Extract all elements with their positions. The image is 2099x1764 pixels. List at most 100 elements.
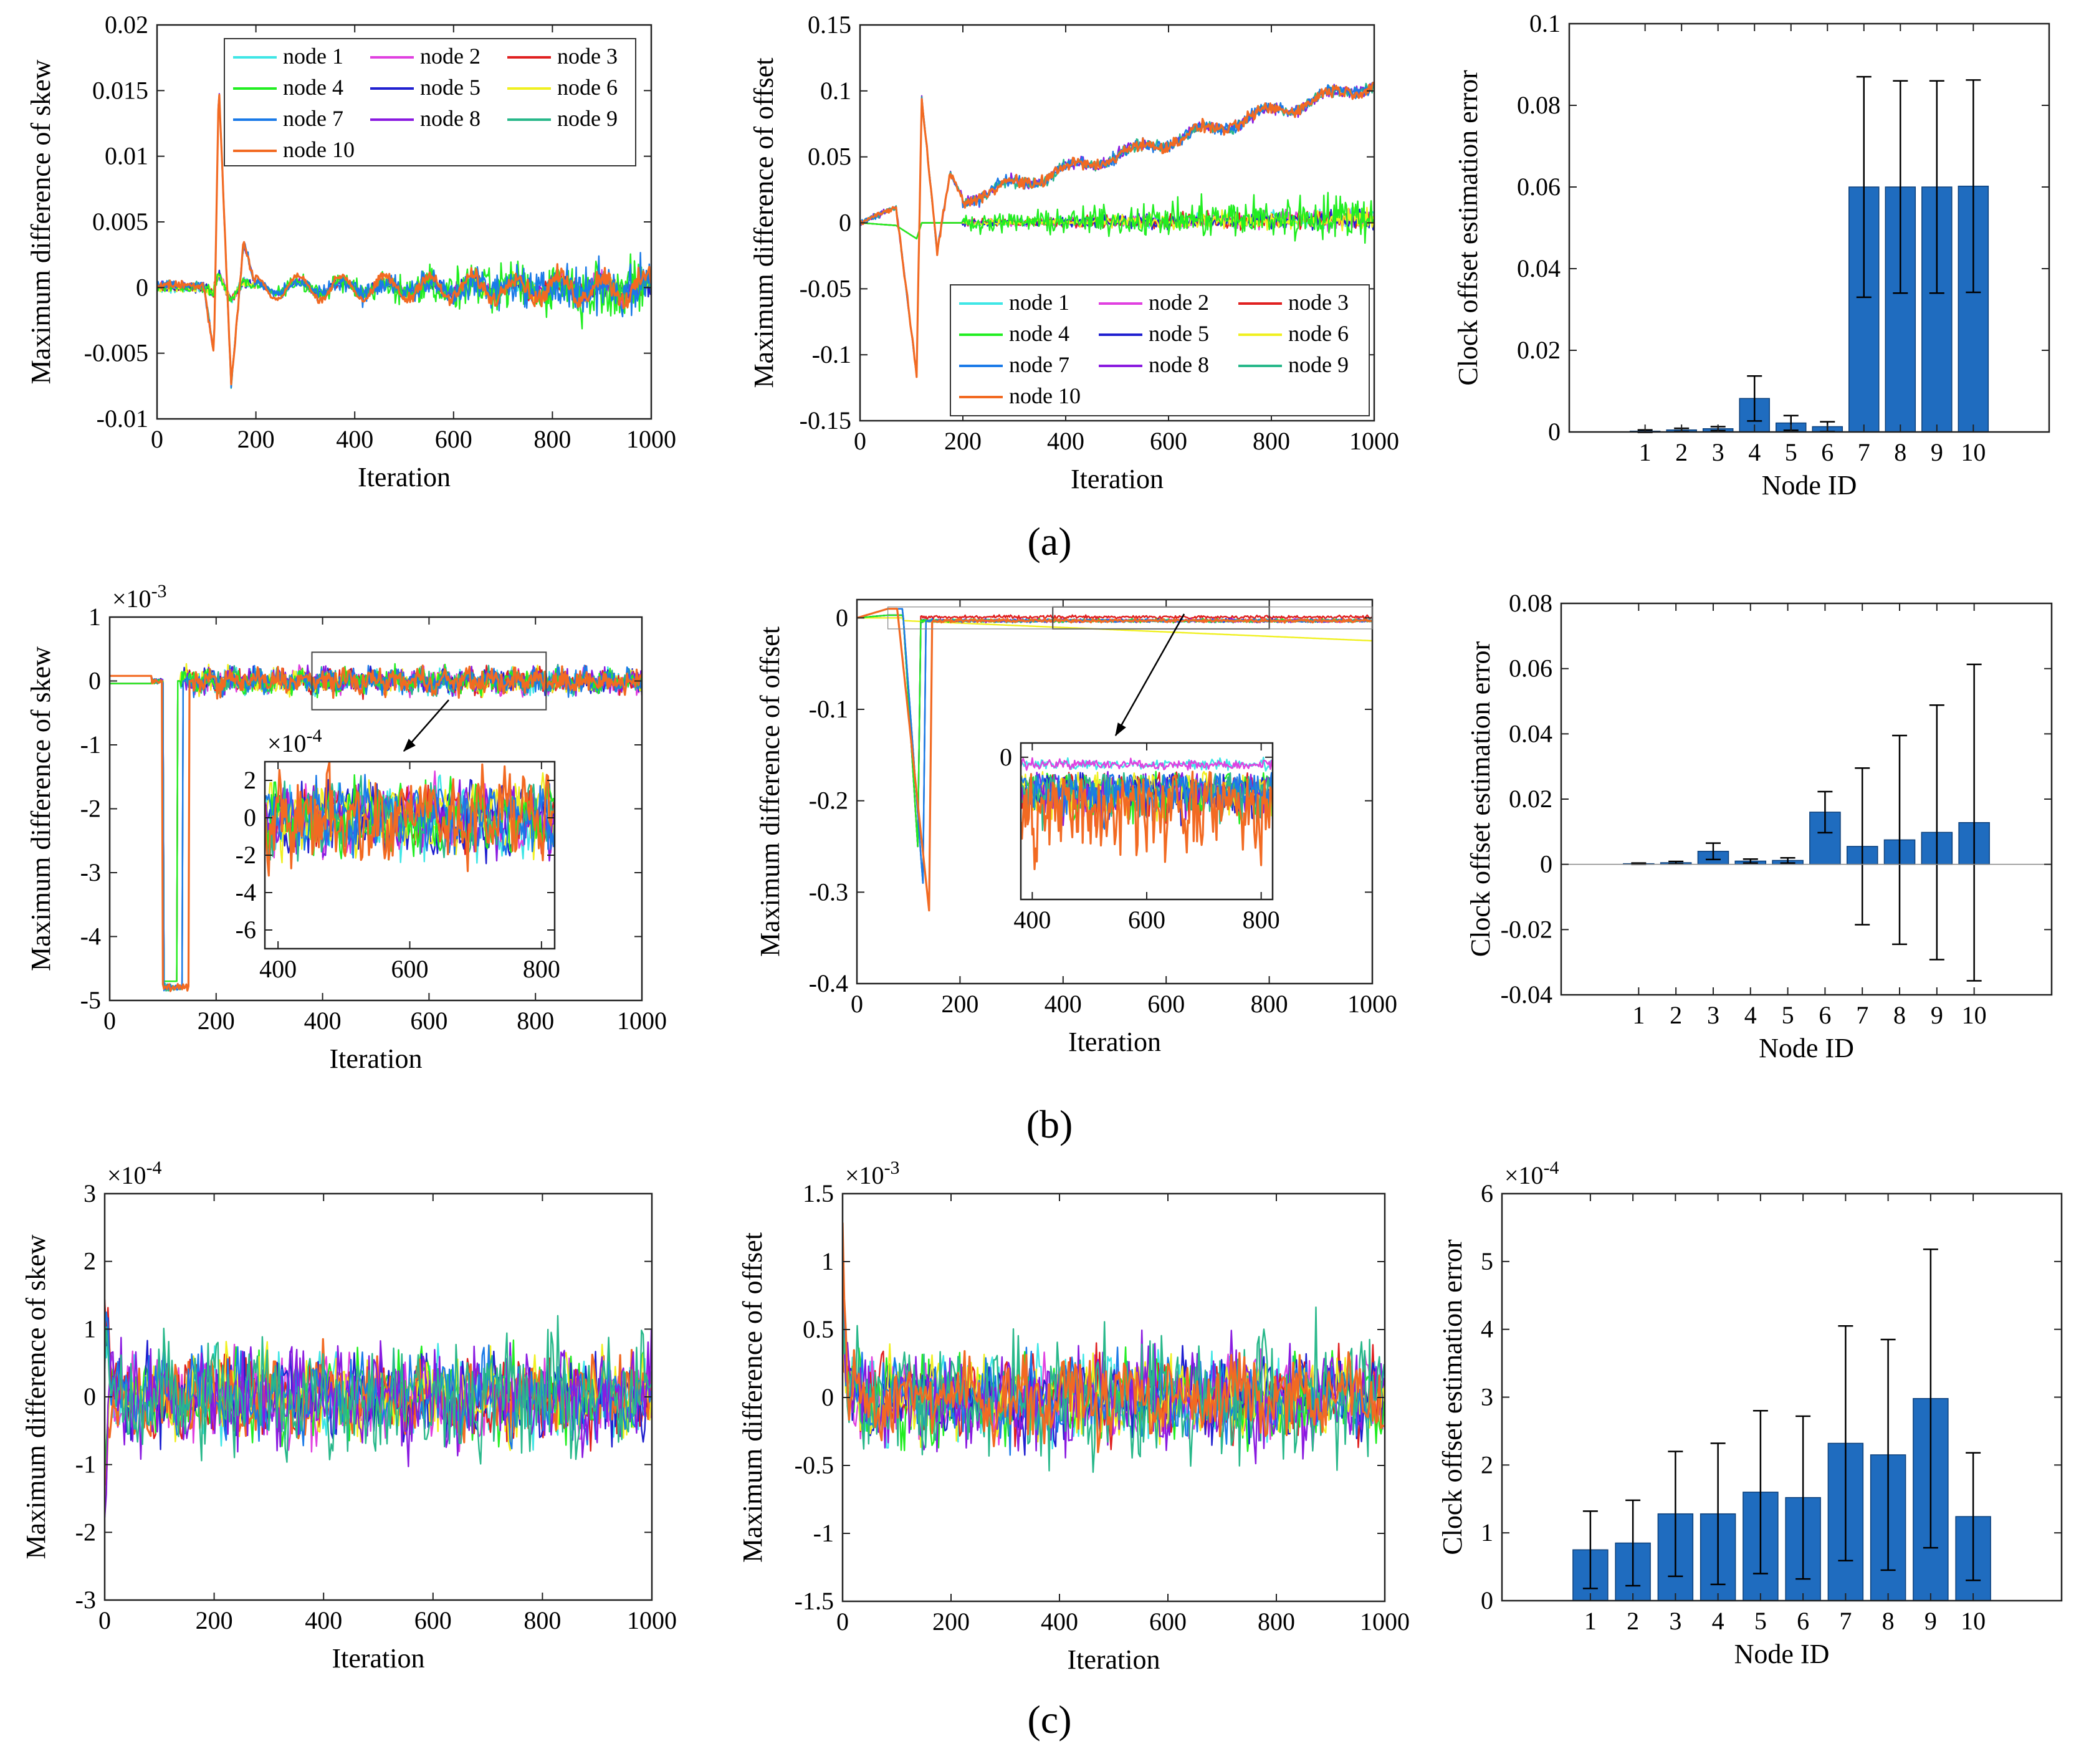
c-offset-ytick-label: 1.5 (803, 1179, 834, 1207)
c-bar-xtick-label: 7 (1839, 1607, 1852, 1635)
b-skew-inset-ytick-label: 2 (244, 766, 256, 794)
a-offset-ytick-label: 0.15 (808, 11, 851, 39)
b-skew-inset-ytick-label: -2 (236, 841, 256, 869)
b-bar-ytick-label: 0.04 (1509, 719, 1552, 747)
b-skew-inset-ytick-label: 0 (244, 803, 256, 832)
c-bar-xtick-label: 1 (1584, 1607, 1597, 1635)
a-skew-xtick-label: 800 (533, 425, 571, 453)
line-series-layer (105, 82, 1385, 1518)
c-offset-xtick-label: 1000 (1360, 1608, 1410, 1636)
c-skew-ytick-label: 0 (84, 1383, 96, 1411)
a-offset-xtick-label: 200 (944, 427, 982, 455)
b-bar-ytick-label: 0.08 (1509, 589, 1552, 617)
panel-label-c: (c) (1027, 1697, 1071, 1742)
a-offset-legend-label-1: node 1 (1009, 290, 1069, 315)
c-skew-ytick-label: -3 (75, 1586, 96, 1614)
a-offset-axes: 0 200 400 600 800 1000 -0.15 -0.1 -0.05 0 0.05 0.1 0… (748, 11, 1399, 494)
a-skew-xlabel: Iteration (358, 462, 451, 492)
panel-label-a: (a) (1027, 519, 1071, 563)
b-skew-series-node-10 (110, 664, 642, 992)
a-offset-legend: node 1 node 2 node 3 node 4 node 5 node 6 node… (950, 284, 1370, 416)
b-offset-series-node-3 (857, 614, 1372, 848)
a-bar-xtick-label: 1 (1639, 438, 1652, 466)
a-offset-legend-label-6: node 6 (1288, 321, 1349, 346)
c-offset-axes: 0 200 400 600 800 1000 -1.5 -1 -0.5 0 0.5 1 1.5 Itera… (737, 1158, 1410, 1675)
c-skew-xlabel: Iteration (332, 1643, 424, 1674)
a-skew-series-node-10 (157, 93, 651, 386)
c-bar-ylabel: Clock offset estimation error (1437, 1239, 1468, 1555)
b-skew-xlabel: Iteration (329, 1043, 422, 1074)
c-offset-ytick-label: 1 (821, 1247, 834, 1275)
a-bar-xtick-label: 10 (1961, 438, 1986, 466)
b-bar-xtick-label: 3 (1707, 1001, 1719, 1029)
a-offset-ytick-label: 0 (839, 209, 851, 237)
a-skew-legend-label-3: node 3 (557, 44, 618, 69)
a-skew-xtick-label: 600 (435, 425, 472, 453)
b-bar-xtick-label: 5 (1782, 1001, 1794, 1029)
a-offset-ytick-label: 0.05 (808, 143, 851, 171)
a-offset-series-node-4 (860, 191, 1374, 244)
a-bar-xtick-label: 6 (1821, 438, 1834, 466)
a-skew-ytick-label: -0.01 (97, 405, 148, 433)
b-bar-xtick-label: 7 (1856, 1001, 1868, 1029)
a-offset-series-node-10 (860, 82, 1374, 378)
b-bar-axes: 1 2 3 4 5 6 7 8 9 10 -0.04 -0.02 0 0.02 0.04 0.06 0.08 No… (1465, 589, 2053, 1063)
b-bar-xtick-label: 2 (1670, 1001, 1682, 1029)
b-skew-xtick-label: 400 (304, 1007, 342, 1035)
c-bar-xtick-label: 5 (1754, 1607, 1767, 1635)
a-offset-xtick-label: 800 (1253, 427, 1290, 455)
a-skew-ytick-label: 0.005 (92, 208, 148, 236)
c-offset-xtick-label: 600 (1149, 1608, 1187, 1636)
c-bar-xlabel: Node ID (1734, 1639, 1830, 1669)
b-skew-xtick-label: 600 (410, 1007, 447, 1035)
b-offset-inset-series-node-10 (1021, 770, 1273, 870)
b-bar-ylabel: Clock offset estimation error (1465, 641, 1496, 957)
a-skew-legend-label-7: node 7 (283, 106, 343, 131)
c-skew-xtick-label: 200 (196, 1606, 233, 1634)
c-skew-ytick-label: 1 (84, 1315, 96, 1343)
c-offset-ylabel: Maximum difference of offset (737, 1232, 768, 1563)
a-bar-axes: 1 2 3 4 5 6 7 8 9 10 0 0.02 0.04 0.06 0.08 0.1 Node ID Cl… (1453, 9, 2050, 501)
b-bar-xtick-label: 9 (1931, 1001, 1943, 1029)
c-offset-xtick-label: 400 (1041, 1608, 1078, 1636)
b-bar-ytick-label: 0 (1540, 850, 1552, 878)
a-bar-frame (1568, 22, 2050, 433)
b-offset-inset-series-node-2 (1021, 757, 1273, 771)
b-skew-xtick-label: 0 (103, 1007, 116, 1035)
a-offset-xtick-label: 400 (1047, 427, 1084, 455)
c-offset-ytick-label: 0 (821, 1383, 834, 1411)
a-offset-xtick-label: 1000 (1349, 427, 1399, 455)
b-offset-zoom-annotation (887, 606, 1373, 737)
a-bar-xtick-label: 5 (1785, 438, 1797, 466)
c-offset-xtick-label: 800 (1258, 1608, 1295, 1636)
a-bar-ylabel: Clock offset estimation error (1453, 70, 1483, 386)
b-offset-xtick-label: 800 (1251, 990, 1288, 1018)
c-offset-ytick-label: -0.5 (795, 1451, 834, 1479)
c-skew-exponent-label: ×10-4 (107, 1158, 162, 1189)
b-offset-series-node-10 (857, 608, 1372, 912)
a-bar-xtick-label: 8 (1894, 438, 1906, 466)
a-skew-legend-label-1: node 1 (283, 44, 343, 69)
a-skew-legend-box (224, 38, 636, 166)
c-skew-xtick-label: 600 (414, 1606, 452, 1634)
c-skew-xtick-label: 1000 (627, 1606, 677, 1634)
a-offset-xlabel: Iteration (1071, 464, 1164, 494)
c-offset-ytick-label: -1.5 (795, 1587, 834, 1615)
c-bar-ytick-label: 4 (1481, 1315, 1493, 1343)
b-offset-xtick-label: 1000 (1347, 990, 1397, 1018)
b-offset-ytick-label: -0.1 (809, 695, 848, 723)
b-offset-ytick-label: 0 (836, 603, 848, 631)
a-offset-ytick-label: -0.15 (800, 406, 851, 434)
c-skew-xtick-label: 0 (98, 1606, 111, 1634)
b-bar-ytick-label: -0.04 (1501, 980, 1552, 1009)
c-offset-ytick-label: -1 (813, 1519, 834, 1547)
b-offset-xtick-label: 400 (1045, 990, 1082, 1018)
a-offset-ytick-label: 0.1 (820, 77, 851, 105)
c-skew-ytick-label: 2 (84, 1247, 96, 1275)
c-offset-xlabel: Iteration (1067, 1644, 1160, 1675)
a-bar-xtick-label: 3 (1712, 438, 1724, 466)
a-bar-ytick-label: 0.1 (1529, 9, 1561, 37)
b-skew-zoom-annotation (311, 651, 547, 752)
a-skew-legend-label-6: node 6 (557, 75, 618, 100)
a-skew-ytick-label: 0.02 (105, 11, 148, 39)
